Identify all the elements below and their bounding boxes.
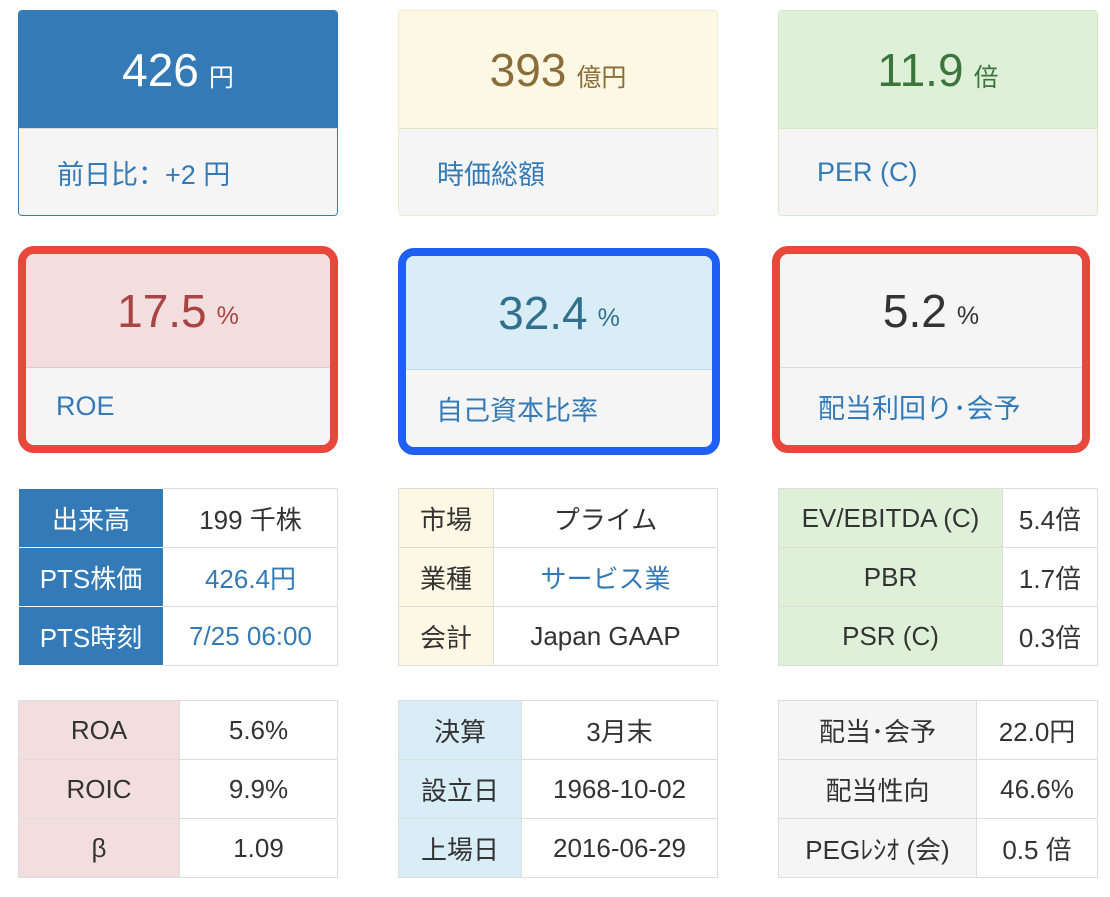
returns-table: ROA 5.6% ROIC 9.9% β 1.09 bbox=[18, 700, 338, 878]
roa-label: ROA bbox=[18, 700, 180, 760]
roic-label: ROIC bbox=[18, 759, 180, 819]
psr-value: 0.3倍 bbox=[1002, 606, 1098, 666]
table-row: PTS株価 426.4円 bbox=[18, 547, 338, 607]
pts-price-label: PTS株価 bbox=[18, 547, 164, 607]
pbr-value: 1.7倍 bbox=[1002, 547, 1098, 607]
table-row: 決算 3月末 bbox=[398, 700, 718, 760]
dividend-yield-label: 配当利回り･会予 bbox=[780, 367, 1082, 445]
table-row: 市場 プライム bbox=[398, 488, 718, 548]
beta-label: β bbox=[18, 818, 180, 878]
table-row: 上場日 2016-06-29 bbox=[398, 818, 718, 878]
volume-value: 199 千株 bbox=[163, 488, 338, 548]
market-cap-label: 時価総額 bbox=[399, 128, 717, 215]
dividend-table: 配当･会予 22.0円 配当性向 46.6% PEGﾚｼｵ (会) 0.5 倍 bbox=[778, 700, 1098, 878]
dividend-yield-card: 5.2 % 配当利回り･会予 bbox=[772, 246, 1090, 453]
pts-time-link[interactable]: 7/25 06:00 bbox=[163, 606, 338, 666]
volume-label: 出来高 bbox=[18, 488, 164, 548]
roe-value: 17.5 bbox=[117, 284, 207, 337]
dividend-yield-value: 5.2 bbox=[882, 284, 947, 337]
stock-price-value: 426 bbox=[122, 43, 199, 96]
psr-label: PSR (C) bbox=[778, 606, 1003, 666]
table-row: 会計 Japan GAAP bbox=[398, 606, 718, 666]
profile-table: 市場 プライム 業種 サービス業 会計 Japan GAAP bbox=[398, 488, 718, 666]
table-row: ROIC 9.9% bbox=[18, 759, 338, 819]
equity-ratio-value: 32.4 bbox=[498, 286, 588, 339]
table-row: PTS時刻 7/25 06:00 bbox=[18, 606, 338, 666]
company-table: 決算 3月末 設立日 1968-10-02 上場日 2016-06-29 bbox=[398, 700, 718, 878]
dividend-yield-unit: % bbox=[956, 302, 980, 330]
founded-value: 1968-10-02 bbox=[521, 759, 718, 819]
peg-ratio-value: 0.5 倍 bbox=[976, 818, 1098, 878]
roe-unit: % bbox=[216, 302, 239, 330]
peg-ratio-label: PEGﾚｼｵ (会) bbox=[778, 818, 977, 878]
roe-label: ROE bbox=[26, 367, 330, 445]
market-label: 市場 bbox=[398, 488, 494, 548]
ev-ebitda-label: EV/EBITDA (C) bbox=[778, 488, 1003, 548]
price-change-label: 前日比：+2 円 bbox=[19, 128, 337, 215]
equity-ratio-label: 自己資本比率 bbox=[406, 369, 712, 447]
payout-ratio-value: 46.6% bbox=[976, 759, 1098, 819]
market-cap-value: 393 bbox=[489, 43, 567, 96]
market-cap-unit: 億円 bbox=[576, 63, 627, 92]
industry-link[interactable]: サービス業 bbox=[493, 547, 718, 607]
listed-value: 2016-06-29 bbox=[521, 818, 718, 878]
table-row: 配当･会予 22.0円 bbox=[778, 700, 1098, 760]
fiscal-end-value: 3月末 bbox=[521, 700, 718, 760]
table-row: 設立日 1968-10-02 bbox=[398, 759, 718, 819]
beta-value: 1.09 bbox=[179, 818, 338, 878]
table-row: ROA 5.6% bbox=[18, 700, 338, 760]
ev-ebitda-value: 5.4倍 bbox=[1002, 488, 1098, 548]
equity-ratio-unit: % bbox=[597, 304, 620, 332]
listed-label: 上場日 bbox=[398, 818, 522, 878]
table-row: EV/EBITDA (C) 5.4倍 bbox=[778, 488, 1098, 548]
per-unit: 倍 bbox=[973, 63, 999, 92]
pts-time-label: PTS時刻 bbox=[18, 606, 164, 666]
valuation-table: EV/EBITDA (C) 5.4倍 PBR 1.7倍 PSR (C) 0.3倍 bbox=[778, 488, 1098, 666]
accounting-label: 会計 bbox=[398, 606, 494, 666]
equity-ratio-card: 32.4 % 自己資本比率 bbox=[398, 248, 720, 455]
pbr-label: PBR bbox=[778, 547, 1003, 607]
fiscal-end-label: 決算 bbox=[398, 700, 522, 760]
table-row: 業種 サービス業 bbox=[398, 547, 718, 607]
table-row: β 1.09 bbox=[18, 818, 338, 878]
table-row: 出来高 199 千株 bbox=[18, 488, 338, 548]
trading-table: 出来高 199 千株 PTS株価 426.4円 PTS時刻 7/25 06:00 bbox=[18, 488, 338, 666]
per-card: 11.9 倍 PER (C) bbox=[778, 10, 1098, 216]
roa-value: 5.6% bbox=[179, 700, 338, 760]
pts-price-link[interactable]: 426.4円 bbox=[163, 547, 338, 607]
stock-price-card: 426 円 前日比：+2 円 bbox=[18, 10, 338, 216]
table-row: PBR 1.7倍 bbox=[778, 547, 1098, 607]
roic-value: 9.9% bbox=[179, 759, 338, 819]
industry-label: 業種 bbox=[398, 547, 494, 607]
accounting-value: Japan GAAP bbox=[493, 606, 718, 666]
roe-card: 17.5 % ROE bbox=[18, 246, 338, 453]
table-row: PSR (C) 0.3倍 bbox=[778, 606, 1098, 666]
per-value: 11.9 bbox=[877, 43, 964, 96]
founded-label: 設立日 bbox=[398, 759, 522, 819]
market-cap-card: 393 億円 時価総額 bbox=[398, 10, 718, 216]
table-row: 配当性向 46.6% bbox=[778, 759, 1098, 819]
stock-price-unit: 円 bbox=[208, 63, 234, 92]
market-value: プライム bbox=[493, 488, 718, 548]
dividend-label: 配当･会予 bbox=[778, 700, 977, 760]
table-row: PEGﾚｼｵ (会) 0.5 倍 bbox=[778, 818, 1098, 878]
dividend-value: 22.0円 bbox=[976, 700, 1098, 760]
payout-ratio-label: 配当性向 bbox=[778, 759, 977, 819]
per-label: PER (C) bbox=[779, 128, 1097, 215]
